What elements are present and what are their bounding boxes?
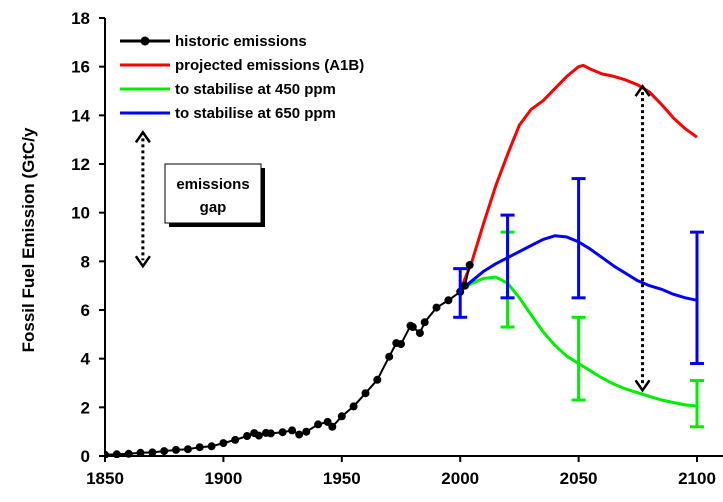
series-line <box>458 63 698 292</box>
y-tick-label: 8 <box>81 252 90 271</box>
data-point <box>385 352 394 361</box>
plot-area <box>104 63 698 458</box>
data-point <box>465 261 474 269</box>
emissions-gap-label-line2: gap <box>200 199 227 216</box>
y-tick-label: 18 <box>71 9 90 28</box>
x-tick-label: 1850 <box>86 469 124 488</box>
emissions-gap-box-frame <box>164 163 262 224</box>
data-point <box>288 426 297 435</box>
y-tick-label: 0 <box>81 447 90 466</box>
data-point <box>415 329 424 338</box>
x-tick-label: 2100 <box>678 469 716 488</box>
data-point <box>460 281 469 290</box>
x-tick-label: 1950 <box>323 469 361 488</box>
data-point <box>420 318 429 327</box>
data-point <box>195 443 204 452</box>
legend-gap-arrow-head-up <box>134 130 151 144</box>
emissions-gap-label-line1: emissions <box>176 176 249 193</box>
data-point <box>408 323 417 331</box>
legend-label: historic emissions <box>175 33 307 50</box>
legend-marker <box>140 36 150 46</box>
data-point <box>160 447 169 456</box>
data-point <box>444 296 453 305</box>
legend-label: to stabilise at 450 ppm <box>175 81 336 98</box>
tick-labels: 0 2 4 6 8 10 12 14 16 18 1850 1900 1950 2000 2050 2100 <box>71 9 716 488</box>
legend-label: projected emissions (A1B) <box>175 57 364 74</box>
data-point <box>266 429 275 438</box>
data-point <box>254 431 263 440</box>
y-tick-label: 14 <box>71 106 90 125</box>
data-point <box>397 340 405 349</box>
data-point <box>349 402 358 411</box>
y-tick-label: 16 <box>71 58 90 77</box>
data-point <box>104 450 109 458</box>
data-point <box>302 427 311 436</box>
y-tick-label: 12 <box>71 155 90 174</box>
legend-label: to stabilise at 650 ppm <box>175 105 336 122</box>
data-point <box>172 445 180 454</box>
data-point <box>432 303 441 312</box>
data-point <box>231 435 240 444</box>
data-point <box>337 412 346 421</box>
x-tick-label: 2000 <box>441 469 479 488</box>
data-point <box>373 375 382 384</box>
data-point <box>243 432 252 440</box>
data-point <box>183 445 192 454</box>
axes <box>104 18 723 457</box>
legend: historic emissions projected emissions (A… <box>120 33 364 122</box>
gap-arrows <box>134 83 651 393</box>
emissions-gap-box: emissions gap <box>164 163 265 227</box>
y-axis-title: Fossil Fuel Emission (GtC/y <box>19 127 38 352</box>
series-line <box>104 264 471 456</box>
data-point <box>278 428 287 437</box>
data-point <box>314 420 323 429</box>
y-tick-label: 4 <box>81 350 91 369</box>
data-point <box>219 439 228 448</box>
y-tick-label: 2 <box>81 398 90 417</box>
data-point <box>207 442 216 451</box>
data-point <box>136 448 145 457</box>
x-tick-label: 2050 <box>560 469 598 488</box>
y-tick-label: 6 <box>81 301 90 320</box>
data-point <box>328 422 337 431</box>
data-point <box>112 450 121 458</box>
emissions-gap-arrow-head-up <box>634 83 651 97</box>
emissions-gap-arrow-head-down <box>634 379 651 393</box>
legend-gap-arrow-head-down <box>134 255 151 269</box>
y-tick-label: 10 <box>71 204 90 223</box>
data-point <box>148 448 157 457</box>
data-point <box>361 389 370 398</box>
data-point <box>295 430 304 439</box>
error-bars <box>453 177 704 429</box>
x-tick-label: 1900 <box>204 469 242 488</box>
data-point <box>124 449 133 458</box>
